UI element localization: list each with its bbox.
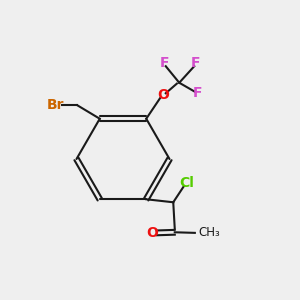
Text: O: O — [157, 88, 169, 102]
Text: F: F — [191, 56, 200, 70]
Text: Br: Br — [46, 98, 64, 112]
Text: F: F — [160, 56, 169, 70]
Text: O: O — [146, 226, 158, 240]
Text: Cl: Cl — [179, 176, 194, 190]
Text: CH₃: CH₃ — [199, 226, 220, 239]
Text: F: F — [193, 86, 202, 100]
